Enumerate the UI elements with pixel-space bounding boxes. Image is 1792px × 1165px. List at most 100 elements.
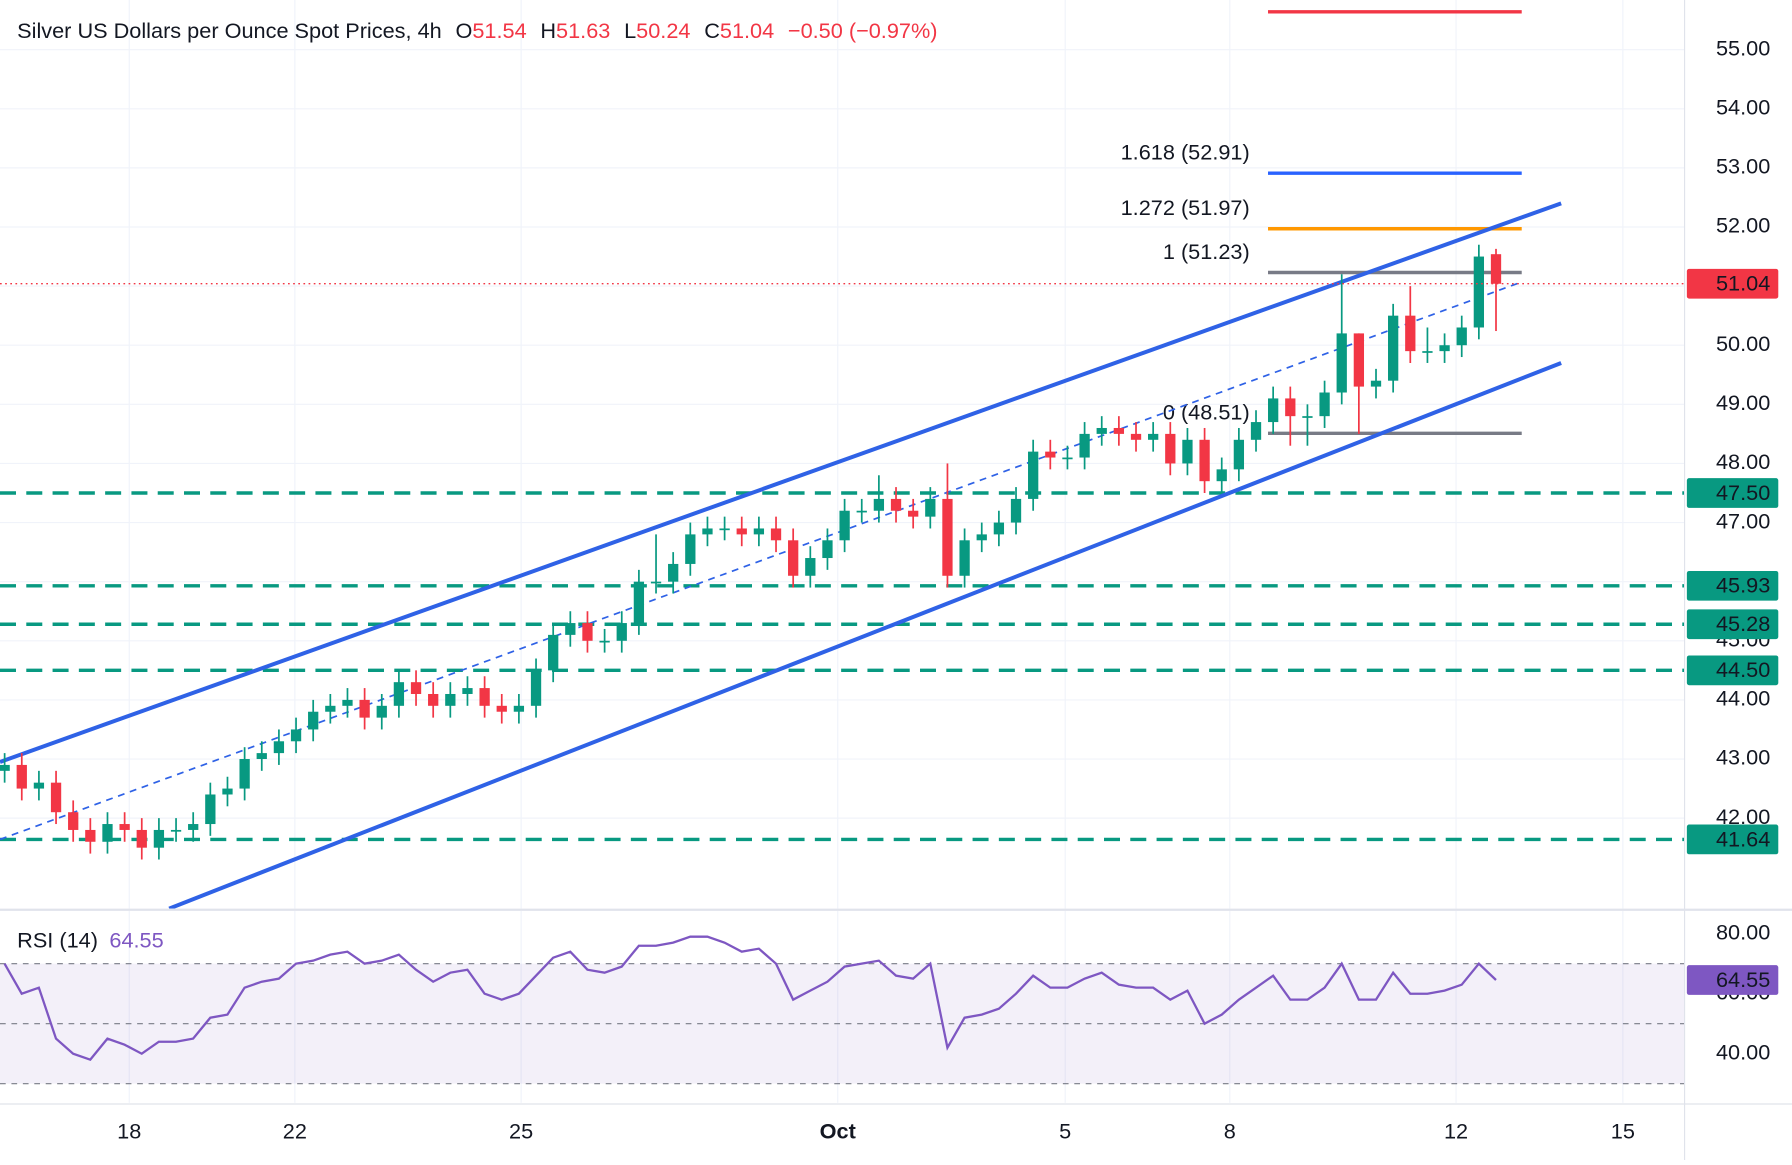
level-tag-box bbox=[1686, 609, 1779, 640]
candle-body bbox=[1165, 433, 1176, 464]
rsi-tag-box bbox=[1686, 965, 1779, 995]
candle-body bbox=[1130, 433, 1142, 440]
level-tag-box bbox=[1686, 570, 1779, 601]
candle-body bbox=[788, 540, 799, 576]
candle-body bbox=[650, 581, 662, 584]
rsi-name: RSI (14) bbox=[17, 927, 98, 952]
candle-body bbox=[16, 764, 27, 789]
candle-body bbox=[1233, 439, 1245, 470]
x-tick-label: 15 bbox=[1611, 1118, 1635, 1143]
last-price-tag: 51.04 bbox=[1716, 271, 1770, 296]
candle-body bbox=[256, 753, 267, 760]
candle-body bbox=[428, 693, 439, 706]
y-tick-label: 50.00 bbox=[1716, 331, 1770, 356]
candle-body bbox=[1182, 439, 1193, 464]
low-label: L bbox=[624, 18, 636, 43]
x-tick-label: Oct bbox=[820, 1118, 856, 1143]
candle-body bbox=[1148, 433, 1159, 440]
chart-header: Silver US Dollars per Ounce Spot Prices,… bbox=[17, 18, 937, 43]
candle-body bbox=[976, 534, 987, 541]
x-tick-label: 8 bbox=[1224, 1118, 1236, 1143]
y-tick-label: 43.00 bbox=[1716, 745, 1770, 770]
candle-body bbox=[1045, 451, 1056, 458]
grid bbox=[0, 0, 1685, 1103]
candle-body bbox=[770, 528, 782, 541]
candle-body bbox=[1388, 315, 1399, 381]
level-tag: 45.93 bbox=[1716, 573, 1770, 598]
candle-body bbox=[856, 510, 867, 513]
candle-body bbox=[308, 711, 319, 730]
candle-body bbox=[188, 824, 199, 830]
candle-body bbox=[822, 540, 833, 559]
y-tick-label: 52.00 bbox=[1716, 213, 1770, 238]
high-value: 51.63 bbox=[556, 18, 610, 43]
rsi-value: 64.55 bbox=[109, 927, 163, 952]
candle-body bbox=[599, 640, 610, 643]
candle-body bbox=[1439, 345, 1450, 352]
candle-body bbox=[342, 699, 353, 706]
candle-body bbox=[445, 693, 456, 706]
rsi-tag: 64.55 bbox=[1716, 967, 1770, 992]
y-tick-label: 54.00 bbox=[1716, 95, 1770, 120]
candle-body bbox=[959, 540, 970, 576]
candle-body bbox=[1319, 392, 1330, 417]
rsi-line bbox=[3, 935, 1497, 1061]
candle-body bbox=[993, 522, 1005, 535]
level-tag: 47.50 bbox=[1716, 480, 1770, 505]
candle-body bbox=[1336, 333, 1347, 393]
candle-body bbox=[839, 510, 850, 541]
candle-body bbox=[68, 812, 79, 830]
y-tick-label: 53.00 bbox=[1716, 154, 1770, 179]
level-tag-box bbox=[1686, 824, 1779, 855]
candle-body bbox=[1250, 422, 1262, 440]
candle-body bbox=[668, 563, 679, 582]
y-tick-label: 49.00 bbox=[1716, 390, 1770, 415]
level-tag-box bbox=[1686, 655, 1779, 686]
chart-title: Silver US Dollars per Ounce Spot Prices,… bbox=[17, 18, 442, 43]
candle-body bbox=[85, 829, 96, 842]
candle-body bbox=[616, 623, 627, 641]
candle-body bbox=[873, 498, 885, 511]
candle-body bbox=[496, 705, 507, 712]
x-tick-label: 25 bbox=[509, 1118, 533, 1143]
y-tick-label: 55.00 bbox=[1716, 35, 1770, 60]
candle-body bbox=[462, 688, 473, 694]
candle-body bbox=[942, 498, 953, 576]
candle-body bbox=[1285, 398, 1296, 417]
candle-body bbox=[479, 688, 490, 706]
x-tick-label: 18 bbox=[117, 1118, 141, 1143]
last-price-tag-box bbox=[1686, 268, 1779, 299]
candle-body bbox=[1268, 398, 1279, 423]
candle-body bbox=[908, 510, 919, 517]
candle-body bbox=[1113, 427, 1125, 434]
candle-body bbox=[753, 528, 765, 535]
y-tick-label: 44.00 bbox=[1716, 686, 1770, 711]
candle-body bbox=[50, 782, 62, 813]
candle-body bbox=[548, 634, 559, 671]
candle-body bbox=[359, 699, 370, 718]
price-pane: 1.618 (52.91) 1.272 (51.97) 1 (51.23) 0 (48… bbox=[0, 10, 1685, 909]
x-tick-label: 12 bbox=[1444, 1118, 1468, 1143]
level-tag-box bbox=[1686, 478, 1779, 508]
candle-body bbox=[1096, 427, 1107, 434]
low-value: 50.24 bbox=[636, 18, 690, 43]
candle-body bbox=[530, 670, 542, 706]
level-tag: 45.28 bbox=[1716, 611, 1770, 636]
candle-body bbox=[685, 534, 696, 564]
rsi-tick-label: 40.00 bbox=[1716, 1039, 1770, 1064]
trend-line bbox=[0, 201, 1562, 764]
candle-body bbox=[513, 705, 525, 712]
candle-body bbox=[393, 682, 405, 706]
candle-body bbox=[273, 741, 285, 754]
candle-body bbox=[153, 829, 165, 848]
y-tick-label: 48.00 bbox=[1716, 449, 1770, 474]
rsi-band bbox=[0, 963, 1685, 1084]
candle-body bbox=[1302, 416, 1313, 418]
candle-body bbox=[239, 759, 250, 789]
candle-body bbox=[290, 729, 302, 742]
candle-body bbox=[170, 829, 182, 832]
overlay: Silver US Dollars per Ounce Spot Prices,… bbox=[17, 18, 937, 953]
trend-line bbox=[168, 361, 1562, 909]
